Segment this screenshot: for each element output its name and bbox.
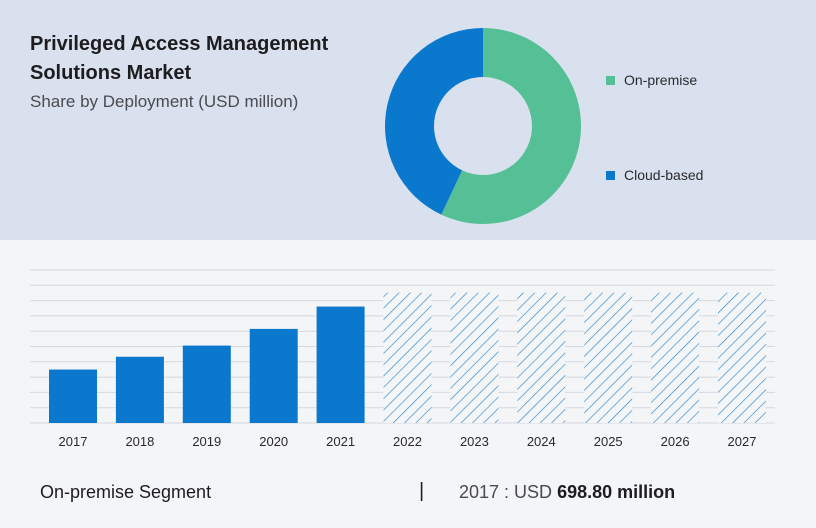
- bar-2023: [450, 292, 499, 423]
- tick-label-2021: 2021: [326, 434, 355, 449]
- donut-slice-on-premise: [441, 28, 581, 224]
- bar-2020: [249, 328, 298, 423]
- bar-2017: [49, 369, 97, 423]
- footer-value-amount: 698.80 million: [557, 482, 676, 502]
- tick-label-2026: 2026: [661, 434, 690, 449]
- page-subtitle: Share by Deployment (USD million): [30, 92, 299, 111]
- bar-chart: 2017 2018 2019 2020 2021 2022 2023 2024 2025 2026…: [30, 269, 775, 449]
- tick-label-2023: 2023: [460, 434, 489, 449]
- footer-year-prefix: 2017 : USD: [459, 482, 553, 502]
- tick-label-2018: 2018: [125, 434, 154, 449]
- footer-separator: |: [419, 480, 425, 502]
- legend-item-cloud-based: Cloud-based: [606, 167, 703, 183]
- bar-2026: [651, 292, 700, 423]
- legend-item-on-premise: On-premise: [606, 72, 697, 88]
- tick-label-2017: 2017: [59, 434, 88, 449]
- tick-label-2020: 2020: [259, 434, 288, 449]
- tick-label-2024: 2024: [527, 434, 556, 449]
- bar-2027: [718, 292, 766, 423]
- legend-label-cloud-based: Cloud-based: [624, 167, 704, 183]
- tick-label-2022: 2022: [393, 434, 422, 449]
- legend-swatch-on-premise: [606, 75, 615, 85]
- bar-2024: [517, 292, 566, 423]
- legend-swatch-cloud-based: [606, 170, 615, 180]
- donut-slice-cloud-based: [385, 28, 483, 215]
- tick-label-2027: 2027: [728, 434, 757, 449]
- tick-label-2025: 2025: [594, 434, 623, 449]
- bar-2018: [115, 356, 164, 423]
- bar-2022: [383, 292, 432, 423]
- footer-value: 2017 : USD 698.80 million: [459, 482, 675, 503]
- header-panel: Privileged Access Management Solutions M…: [0, 0, 816, 240]
- bar-2025: [584, 292, 633, 423]
- footer-segment-label: On-premise Segment: [40, 482, 212, 502]
- page-title: Privileged Access Management Solutions M…: [30, 33, 329, 84]
- legend-label-on-premise: On-premise: [624, 72, 698, 88]
- bar-2021: [316, 306, 365, 423]
- bar-2019: [182, 345, 231, 423]
- tick-label-2019: 2019: [192, 434, 221, 449]
- donut-chart: [385, 28, 581, 224]
